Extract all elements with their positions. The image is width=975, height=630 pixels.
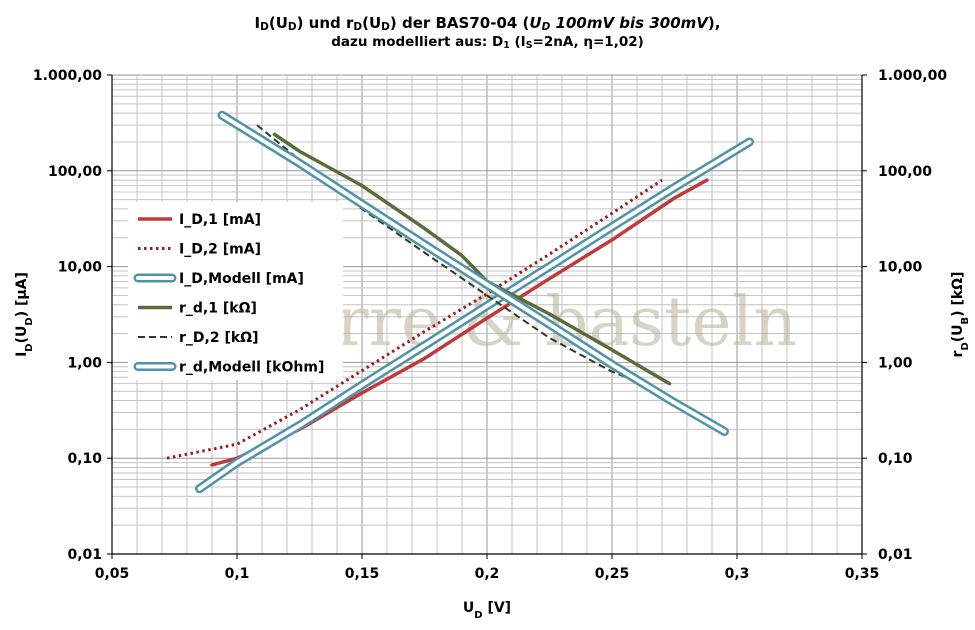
subtitle-line: dazu modelliert aus: D1 (IS=2nA, η=1,02) [331, 34, 644, 51]
series-3-line-inner [197, 139, 752, 491]
chart-title: ID(UD) und rD(UD) der BAS70-04 (UD 100mV… [0, 14, 975, 52]
axes: 0,05 0,1 0,15 0,2 0,25 0,3 0,35 0,01 0,10 1,00 10,… [14, 68, 971, 621]
y-right-tick-label: 1.000,00 [878, 68, 947, 84]
y-right-tick-label: 100,00 [878, 164, 932, 180]
x-tick-label: 0,1 [225, 566, 250, 582]
series-2-line [166, 178, 663, 460]
x-tick-label: 0,15 [345, 566, 380, 582]
series-6-line-inner [220, 113, 727, 434]
x-tick-label: 0,25 [595, 566, 630, 582]
x-tick-label: 0,2 [475, 566, 500, 582]
y-axis-right-title: rD(UB) [kΩ] [950, 272, 971, 358]
y-left-tick-label: 100,00 [48, 164, 102, 180]
series-4-line [272, 132, 672, 386]
y-left-tick-label: 0,10 [67, 451, 102, 467]
legend-label: I_D,Modell [mA] [179, 271, 304, 287]
x-tick-label: 0,35 [845, 566, 880, 582]
y-right-tick-label: 1,00 [878, 355, 913, 371]
y-right-tick-label: 10,00 [878, 260, 923, 276]
plot-area [166, 110, 754, 494]
y-left-tick-label: 1.000,00 [33, 68, 102, 84]
legend-label: r_D,2 [kΩ] [179, 330, 258, 346]
y-right-tick-label: 0,10 [878, 451, 913, 467]
y-axis-left-title: ID(UD) [µA] [14, 272, 35, 357]
legend-box [128, 202, 343, 380]
legend: I_D,1 [mA] I_D,2 [mA] I_D,Modell [mA] r_d,1… [128, 202, 343, 380]
y-left-tick-label: 10,00 [58, 260, 103, 276]
title-line: ID(UD) und rD(UD) der BAS70-04 (UD 100mV… [254, 14, 721, 33]
y-left-tick-label: 1,00 [67, 355, 102, 371]
legend-label: I_D,2 [mA] [179, 242, 261, 258]
x-tick-label: 0,05 [95, 566, 130, 582]
y-right-tick-label: 0,01 [878, 547, 913, 563]
x-tick-label: 0,3 [725, 566, 750, 582]
y-left-tick-label: 0,01 [67, 547, 102, 563]
legend-label: r_d,Modell [kOhm] [179, 360, 324, 376]
legend-label: I_D,1 [mA] [179, 212, 261, 228]
x-axis-title: UD [V] [463, 600, 511, 621]
legend-label: r_d,1 [kΩ] [179, 301, 257, 317]
